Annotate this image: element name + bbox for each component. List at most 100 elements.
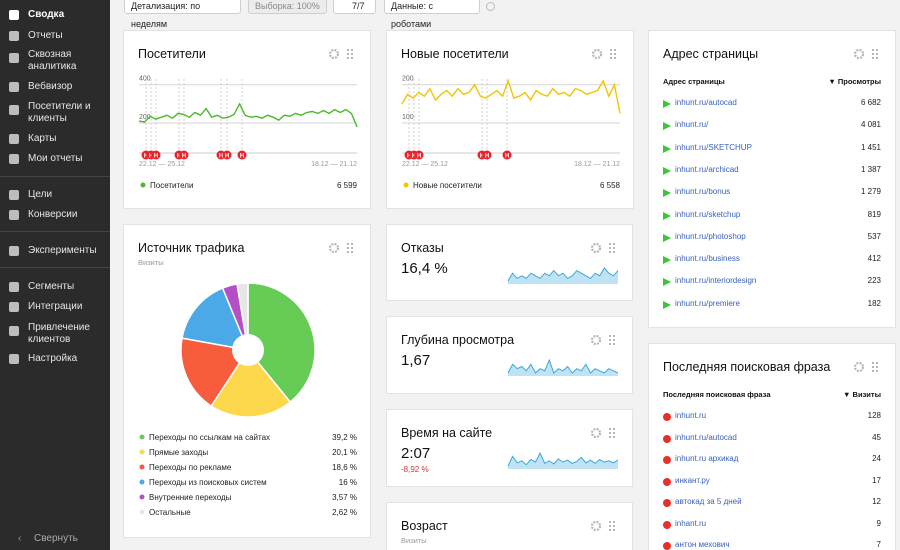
info-icon bbox=[486, 2, 495, 11]
date-label: 18.12 — 21.12 bbox=[311, 161, 357, 168]
row-link[interactable]: inhunt.ru/interiordesign bbox=[675, 276, 757, 286]
menu-item[interactable]: Настройка bbox=[28, 353, 78, 364]
row-link[interactable]: inhunt.ru/ bbox=[675, 120, 709, 130]
row-link[interactable]: инкант.ру bbox=[675, 475, 710, 485]
menu-icon bbox=[9, 354, 19, 364]
row-link[interactable]: inhunt.ru/bonus bbox=[675, 187, 731, 197]
row-link[interactable]: inhant.ru bbox=[675, 518, 707, 528]
legend-label: Новые посетители bbox=[413, 181, 482, 190]
drag-dot bbox=[613, 335, 615, 337]
widget-title: Отказы bbox=[401, 241, 444, 255]
row-link[interactable]: inhunt.ru/premiere bbox=[675, 298, 740, 308]
menu-item[interactable]: Карты bbox=[28, 133, 57, 144]
row-icon bbox=[663, 456, 671, 464]
toolbar-button[interactable]: Данные: с роботами bbox=[384, 0, 480, 29]
toolbar-button[interactable]: 7/7 bbox=[333, 0, 376, 14]
menu-item[interactable]: Конверсии bbox=[28, 209, 78, 220]
event-marker bbox=[222, 150, 232, 160]
row-icon bbox=[663, 278, 671, 287]
table-header: Последняя поисковая фраза bbox=[663, 390, 771, 399]
settings-icon bbox=[590, 427, 602, 439]
widget-controls[interactable] bbox=[853, 47, 883, 61]
row-link[interactable]: антон мехович bbox=[675, 540, 730, 549]
menu-item[interactable]: Сводка bbox=[28, 9, 65, 20]
menu-item[interactable]: Цели bbox=[28, 189, 53, 200]
row-icon bbox=[663, 233, 671, 242]
event-marker-label: Н bbox=[144, 154, 148, 160]
menu-item[interactable]: Сегменты bbox=[28, 281, 75, 292]
legend-total: 6 599 bbox=[337, 181, 358, 190]
menu-item[interactable]: Мои отчеты bbox=[28, 153, 83, 164]
row-link[interactable]: inhunt.ru архикад bbox=[675, 454, 739, 463]
event-marker bbox=[502, 150, 512, 160]
widget-controls[interactable] bbox=[590, 519, 620, 533]
menu-icon bbox=[9, 31, 19, 41]
row-link[interactable]: inhunt.ru/archicad bbox=[675, 164, 739, 174]
settings-icon bbox=[590, 242, 602, 254]
event-marker-label: Н bbox=[225, 154, 229, 160]
widget-card: Время на сайте 2:07 -8,92 % bbox=[386, 409, 633, 487]
widget-controls[interactable] bbox=[590, 333, 620, 347]
row-link[interactable]: inhunt.ru/business bbox=[675, 254, 740, 264]
menu-item[interactable]: Сквозная аналитика bbox=[28, 49, 77, 72]
row-link[interactable]: inhunt.ru bbox=[675, 411, 707, 420]
drag-dot bbox=[876, 362, 878, 364]
legend-value: 18,6 % bbox=[332, 463, 357, 472]
event-marker-label: Н bbox=[219, 154, 223, 160]
drag-dot bbox=[613, 243, 615, 245]
drag-dot bbox=[351, 243, 353, 245]
collapse-button[interactable]: Свернуть bbox=[34, 533, 78, 544]
widget-controls[interactable] bbox=[853, 360, 883, 374]
menu-icon bbox=[9, 246, 19, 256]
widget-title: Адрес страницы bbox=[663, 47, 759, 61]
menu-item[interactable]: Вебвизор bbox=[28, 81, 73, 92]
widget-controls[interactable] bbox=[591, 47, 621, 61]
row-link[interactable]: inhunt.ru/sketchup bbox=[675, 209, 741, 219]
drag-dot bbox=[351, 53, 353, 55]
menu-item[interactable]: Отчеты bbox=[28, 30, 63, 41]
toolbar-button[interactable]: Детализация: по неделям bbox=[124, 0, 241, 29]
collapse-icon: ‹ bbox=[18, 533, 22, 544]
row-value: 12 bbox=[872, 497, 881, 506]
table-header[interactable]: ▼ Визиты bbox=[843, 390, 881, 399]
menu-icon bbox=[9, 134, 19, 144]
drag-dot bbox=[876, 53, 878, 55]
widget-controls[interactable] bbox=[328, 241, 358, 255]
drag-dot bbox=[609, 436, 611, 438]
legend-dot bbox=[403, 182, 409, 188]
row-link[interactable]: inhunt.ru/autocad bbox=[675, 98, 737, 107]
legend-label: Переходы из поисковых систем bbox=[149, 478, 267, 487]
widget-controls[interactable] bbox=[590, 241, 620, 255]
menu-item[interactable]: Интеграции bbox=[28, 301, 83, 312]
row-value: 17 bbox=[872, 475, 881, 485]
sparkline bbox=[507, 358, 619, 374]
drag-dot bbox=[347, 251, 349, 253]
row-value: 537 bbox=[867, 231, 881, 241]
toolbar-button[interactable]: Выборка: 100% bbox=[248, 0, 327, 14]
menu-item[interactable]: Привлечение клиентов bbox=[28, 322, 90, 345]
legend-dot bbox=[139, 509, 145, 515]
event-marker-label: Н bbox=[407, 154, 411, 160]
widget-controls[interactable] bbox=[328, 47, 358, 61]
drag-dot bbox=[876, 49, 878, 51]
widget-controls[interactable] bbox=[590, 426, 620, 440]
drag-dot bbox=[347, 243, 349, 245]
menu-item[interactable]: Посетители и клиенты bbox=[28, 101, 91, 124]
drag-dot bbox=[609, 343, 611, 345]
menu-item[interactable]: Эксперименты bbox=[28, 245, 97, 256]
drag-dot bbox=[872, 366, 874, 368]
drag-dot bbox=[609, 251, 611, 253]
row-link[interactable]: inhunt.ru/autocad bbox=[675, 432, 737, 442]
row-icon bbox=[663, 166, 671, 175]
row-link[interactable]: inhunt.ru/photoshop bbox=[675, 231, 746, 241]
y-tick-label: 200 bbox=[402, 76, 414, 83]
metric-change: -8,92 % bbox=[401, 465, 429, 474]
row-link[interactable]: inhunt.ru/SKETCHUP bbox=[675, 142, 752, 152]
widget-title: Новые посетители bbox=[401, 47, 509, 61]
sparkline-area bbox=[508, 268, 618, 284]
drag-dot bbox=[872, 370, 874, 372]
pie-slice bbox=[236, 282, 249, 351]
row-link[interactable]: автокад за 5 дней bbox=[675, 497, 742, 506]
table-header[interactable]: ▼ Просмотры bbox=[828, 77, 881, 86]
